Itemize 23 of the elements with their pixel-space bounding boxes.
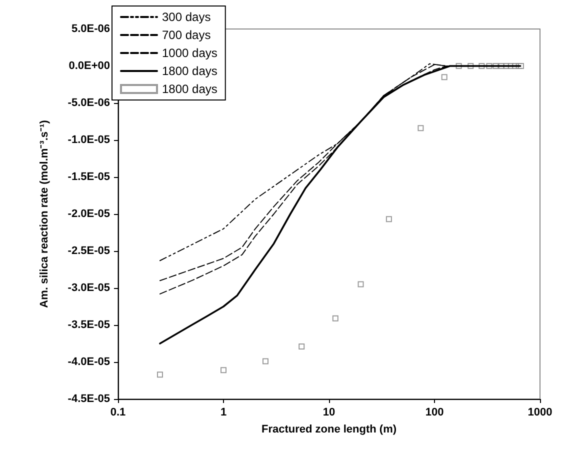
legend-label: 700 days <box>162 28 211 42</box>
legend-label: 1800 days <box>162 64 218 78</box>
y-tick-label: -1.0E-05 <box>68 134 110 146</box>
y-tick-label: -2.0E-05 <box>68 208 110 220</box>
y-tick-label: -4.0E-05 <box>68 356 110 368</box>
y-tick-label: -2.5E-05 <box>68 245 110 257</box>
y-tick-label: 0.0E+00 <box>68 60 110 72</box>
y-tick-label: -3.0E-05 <box>68 282 110 294</box>
x-tick-label: 1000 <box>528 406 552 418</box>
x-tick-label: 100 <box>425 406 444 418</box>
y-tick-label: -1.5E-05 <box>68 171 110 183</box>
x-axis-title: Fractured zone length (m) <box>261 424 397 436</box>
x-tick-label: 0.1 <box>110 406 126 418</box>
y-tick-label: -5.0E-06 <box>68 97 110 109</box>
x-tick-label: 10 <box>322 406 336 418</box>
legend-label: 300 days <box>162 10 211 24</box>
legend-label: 1000 days <box>162 46 218 60</box>
y-axis-title: Am. silica reaction rate (mol.m⁻³.s⁻¹) <box>38 120 50 308</box>
y-tick-label: -4.5E-05 <box>68 393 110 405</box>
x-tick-label: 1 <box>220 406 227 418</box>
legend-label: 1800 days <box>162 82 218 96</box>
y-tick-label: -3.5E-05 <box>68 319 110 331</box>
y-tick-label: 5.0E-06 <box>71 23 110 35</box>
